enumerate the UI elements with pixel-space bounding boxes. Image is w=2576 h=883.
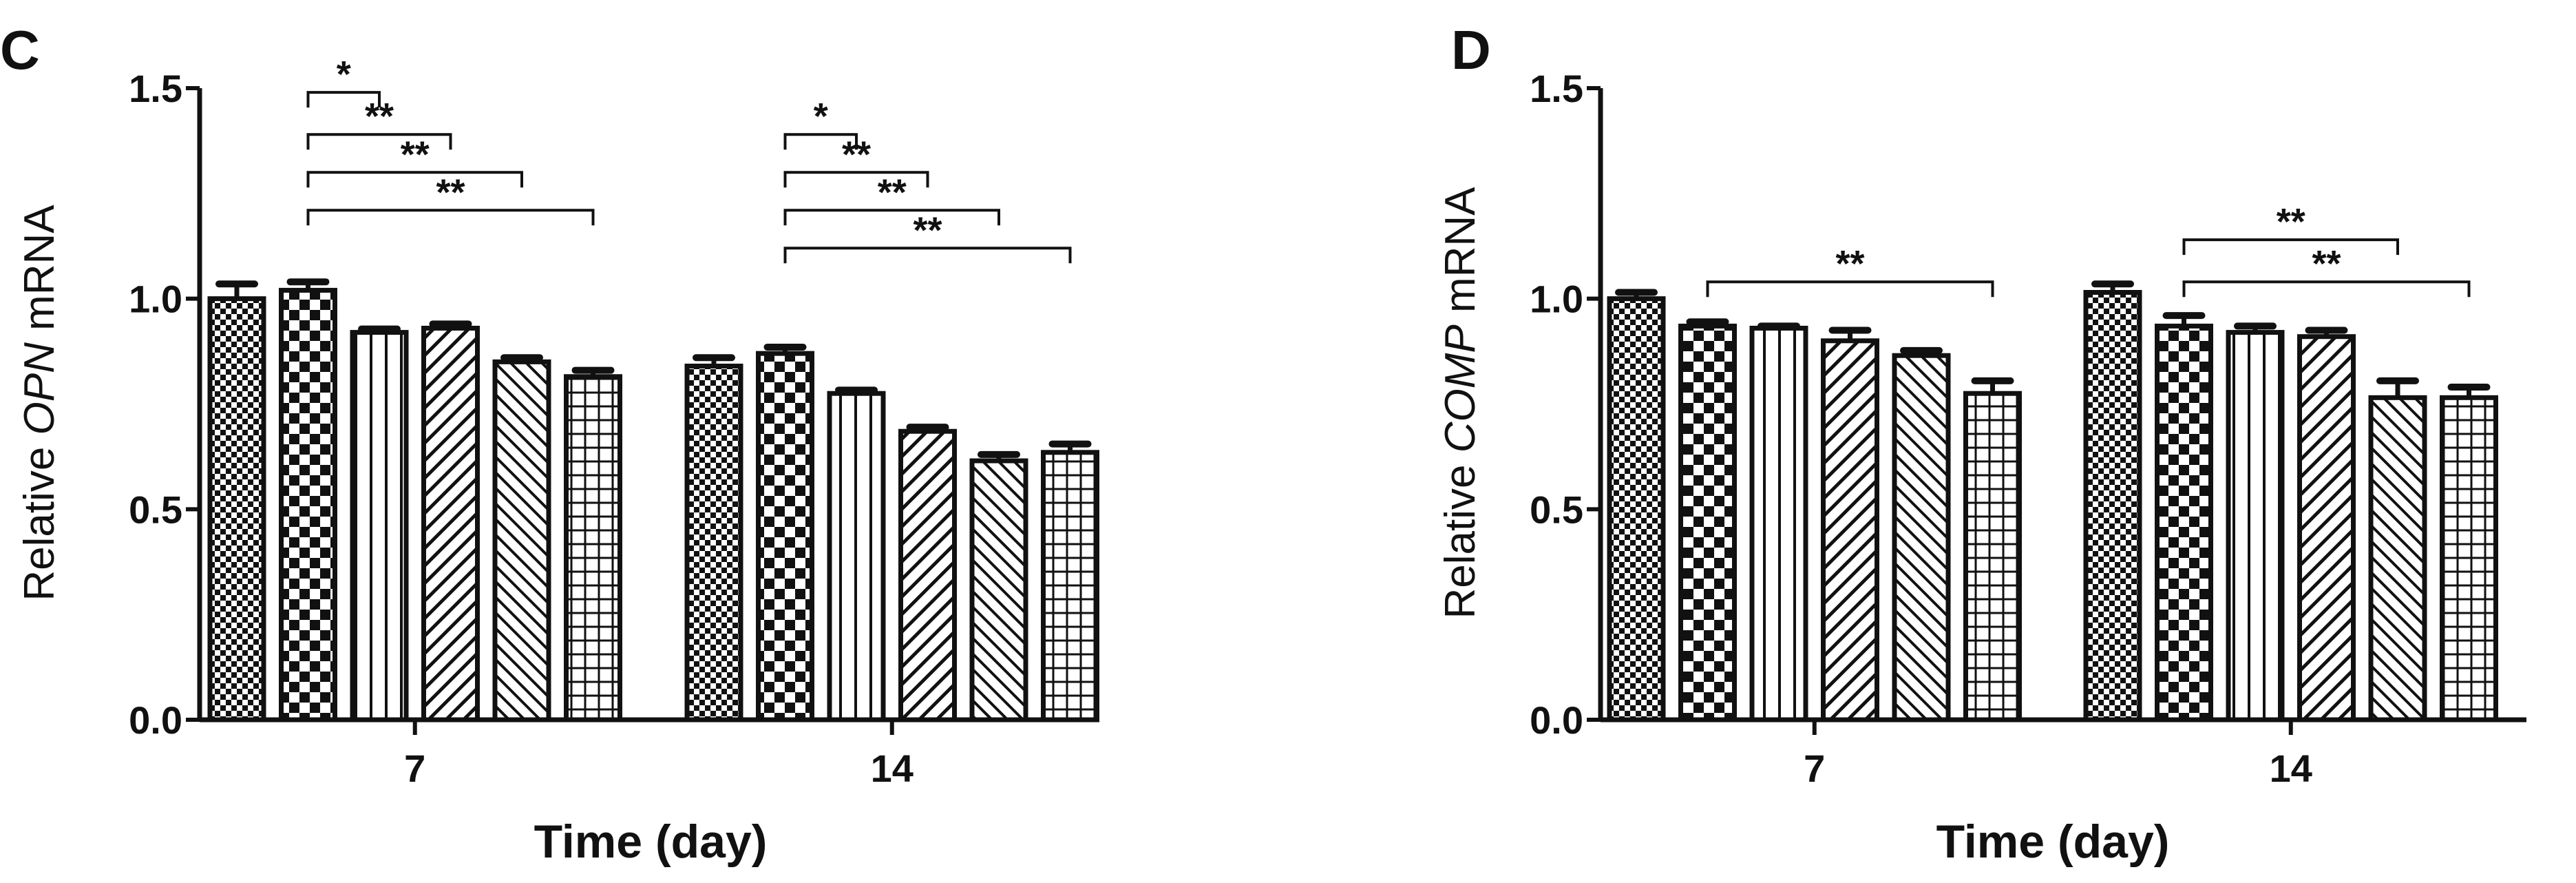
y-tick-label: 0.5 xyxy=(1530,488,1583,531)
bar-checker-fine xyxy=(2083,289,2142,723)
significance-label: * xyxy=(337,54,351,95)
bar-checker-fine xyxy=(207,296,266,723)
y-tick-label: 0.5 xyxy=(129,488,182,531)
x-axis-label: Time (day) xyxy=(1936,816,2170,868)
bar-diagonal-forward xyxy=(2297,334,2356,723)
significance-label: ** xyxy=(1835,243,1864,284)
significance-bracket xyxy=(2182,238,2399,256)
bar-checker-coarse xyxy=(2155,323,2213,723)
panel-label: C xyxy=(0,19,40,81)
significance-label: ** xyxy=(436,172,465,213)
significance-label: ** xyxy=(2277,201,2305,242)
significance-bracket xyxy=(306,171,523,188)
significance-label: ** xyxy=(365,96,394,137)
significance-bracket xyxy=(306,91,381,108)
x-axis-label: Time (day) xyxy=(534,816,768,868)
x-tick-label: 14 xyxy=(871,747,914,790)
bar-checker-coarse xyxy=(756,351,814,723)
significance-bracket xyxy=(783,133,858,150)
y-tick-label: 1.5 xyxy=(1530,67,1583,110)
significance-label: ** xyxy=(878,172,907,213)
x-tick-label: 7 xyxy=(1804,747,1825,790)
bar-grid xyxy=(2440,395,2498,723)
x-tick-label: 7 xyxy=(404,747,425,790)
y-axis-label: Relative COMP mRNA xyxy=(1437,187,1484,619)
bar-vertical-lines xyxy=(1749,325,1808,723)
bar-diagonal-back xyxy=(969,458,1028,723)
bar-diagonal-back xyxy=(492,359,551,723)
significance-bracket xyxy=(2182,280,2471,298)
bar-diagonal-back xyxy=(1892,353,1951,723)
bar-grid xyxy=(564,374,622,723)
bar-diagonal-forward xyxy=(1821,338,1879,723)
significance-bracket xyxy=(783,247,1072,264)
bar-vertical-lines xyxy=(2226,330,2285,723)
significance-bracket xyxy=(783,209,1000,226)
y-tick-label: 0.0 xyxy=(129,698,182,742)
y-axis-label: Relative OPN mRNA xyxy=(16,205,63,601)
bar-checker-coarse xyxy=(279,287,337,723)
bar-checker-fine xyxy=(1607,296,1666,723)
significance-label: * xyxy=(814,96,828,137)
significance-bracket xyxy=(783,171,929,188)
bar-diagonal-forward xyxy=(898,428,957,723)
panel-label: D xyxy=(1451,19,1491,81)
bar-vertical-lines xyxy=(350,330,409,723)
bar-grid xyxy=(1963,391,2022,723)
bar-checker-fine xyxy=(684,363,743,723)
x-tick-label: 14 xyxy=(2270,747,2312,790)
y-tick-label: 1.0 xyxy=(129,278,182,321)
bar-grid xyxy=(1041,450,1099,723)
significance-bracket xyxy=(306,133,452,150)
y-tick-label: 1.5 xyxy=(129,67,182,110)
significance-label: ** xyxy=(2312,243,2341,284)
significance-bracket xyxy=(306,209,595,226)
bar-vertical-lines xyxy=(827,391,886,723)
panel-c-chart: C Relative OPN mRNA Time (day) 0.0 0.5 1.0… xyxy=(0,19,1099,868)
significance-label: ** xyxy=(401,134,430,175)
bar-diagonal-back xyxy=(2368,395,2427,723)
significance-bracket xyxy=(1706,280,1994,298)
bar-diagonal-forward xyxy=(421,325,480,723)
significance-label: ** xyxy=(842,134,871,175)
panel-d-chart: D Relative COMP mRNA Time (day) 0.0 0.5 1.… xyxy=(1437,19,2526,868)
y-tick-label: 0.0 xyxy=(1530,698,1583,742)
y-tick-label: 1.0 xyxy=(1530,278,1583,321)
significance-label: ** xyxy=(913,209,942,251)
bar-checker-coarse xyxy=(1678,323,1737,723)
